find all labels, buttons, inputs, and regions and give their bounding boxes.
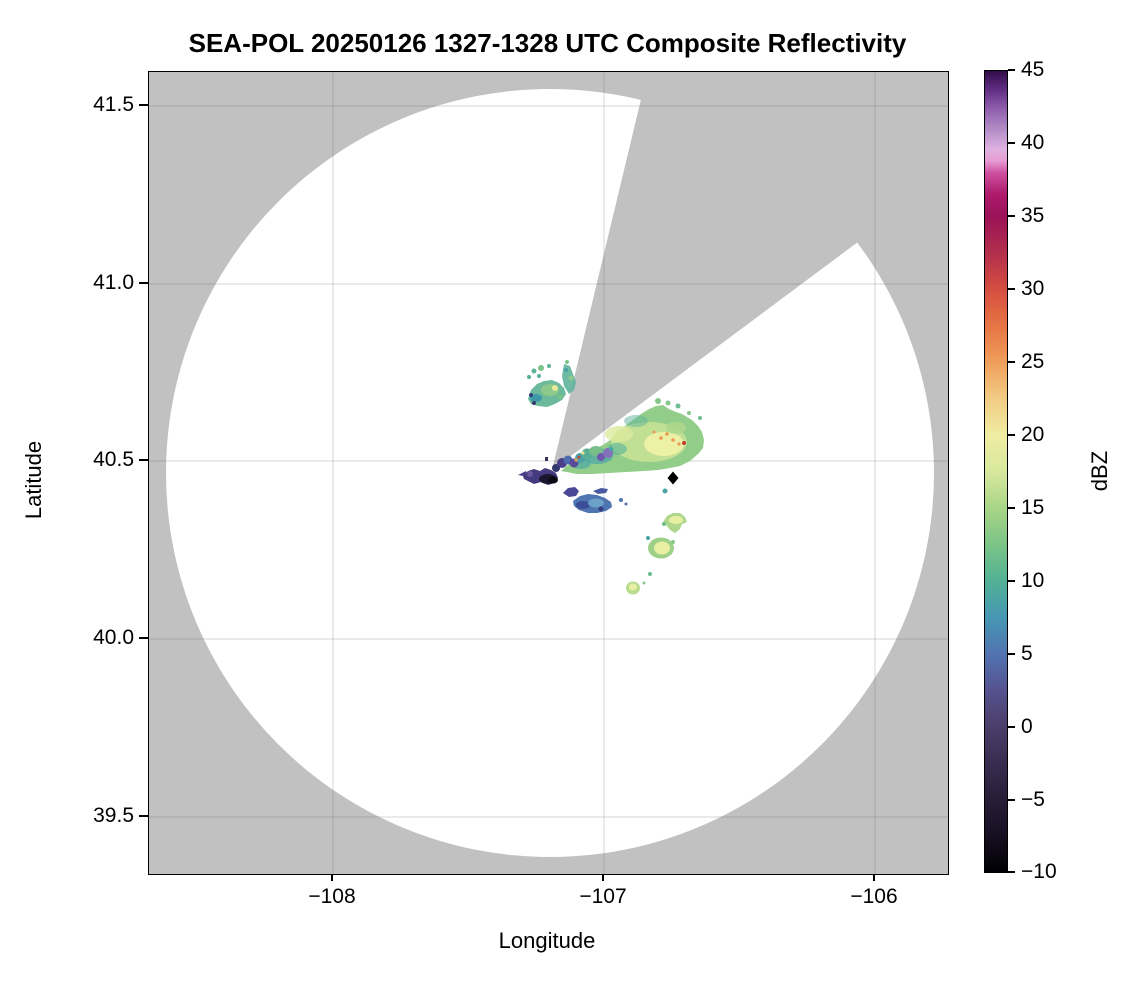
- colorbar-tick-label: 25: [1021, 350, 1045, 373]
- x-tickmark: [331, 873, 333, 881]
- colorbar-gradient: [984, 70, 1008, 873]
- echo-near-radar: [518, 457, 558, 485]
- colorbar-tickmark: [1008, 288, 1015, 290]
- y-tickmark: [139, 637, 148, 639]
- radar-echoes: [518, 360, 704, 595]
- y-tickmark: [139, 104, 148, 106]
- colorbar-label: dBZ: [1087, 450, 1112, 492]
- y-tick-label: 41.0: [93, 271, 134, 294]
- colorbar-tick-label: 5: [1021, 642, 1033, 665]
- colorbar-tick-label: 20: [1021, 423, 1045, 446]
- colorbar-tickmark: [1008, 434, 1015, 436]
- y-tick-label: 39.5: [93, 804, 134, 827]
- blocked-sector-wedge: [552, 72, 897, 470]
- y-axis-label: Latitude: [21, 440, 46, 520]
- colorbar-tick-label: 0: [1021, 715, 1033, 738]
- colorbar-tick-label: 10: [1021, 569, 1045, 592]
- colorbar-tickmark: [1008, 361, 1015, 363]
- diamond-marker: [667, 471, 679, 485]
- colorbar-tick-label: 45: [1021, 58, 1045, 81]
- colorbar-tick-label: −5: [1021, 788, 1045, 811]
- y-tickmark: [139, 459, 148, 461]
- echo-radar-chain: [552, 446, 613, 472]
- x-tickmark: [602, 873, 604, 881]
- x-tick-label: −106: [850, 885, 898, 908]
- y-tick-label: 40.5: [93, 448, 134, 471]
- colorbar-tickmark: [1008, 799, 1015, 801]
- x-axis-label: Longitude: [498, 928, 596, 953]
- y-tickmark: [139, 282, 148, 284]
- page-title: SEA-POL 20250126 1327-1328 UTC Composite…: [188, 28, 907, 58]
- colorbar-tickmark: [1008, 507, 1015, 509]
- colorbar-tickmark: [1008, 871, 1015, 873]
- y-tickmark: [139, 815, 148, 817]
- colorbar-tick-label: 35: [1021, 204, 1045, 227]
- x-tickmark: [873, 873, 875, 881]
- colorbar-tickmark: [1008, 142, 1015, 144]
- colorbar-tickmark: [1008, 215, 1015, 217]
- y-tick-label: 40.0: [93, 626, 134, 649]
- colorbar-tickmark: [1008, 580, 1015, 582]
- colorbar-tick-label: 30: [1021, 277, 1045, 300]
- colorbar-tick-label: 15: [1021, 496, 1045, 519]
- x-tick-label: −108: [308, 885, 356, 908]
- radar-map-svg: [149, 72, 948, 874]
- colorbar-tickmark: [1008, 653, 1015, 655]
- colorbar-tick-label: 40: [1021, 131, 1045, 154]
- echo-northwest-cluster: [527, 360, 576, 407]
- colorbar-tick-label: −10: [1021, 860, 1057, 883]
- x-tick-label: −107: [579, 885, 627, 908]
- map-plot-area: [148, 71, 949, 875]
- colorbar-tickmark: [1008, 69, 1015, 71]
- y-tick-label: 41.5: [93, 93, 134, 116]
- echo-south-band: [563, 487, 628, 513]
- colorbar-tickmark: [1008, 726, 1015, 728]
- echo-southeast-cells: [626, 488, 687, 595]
